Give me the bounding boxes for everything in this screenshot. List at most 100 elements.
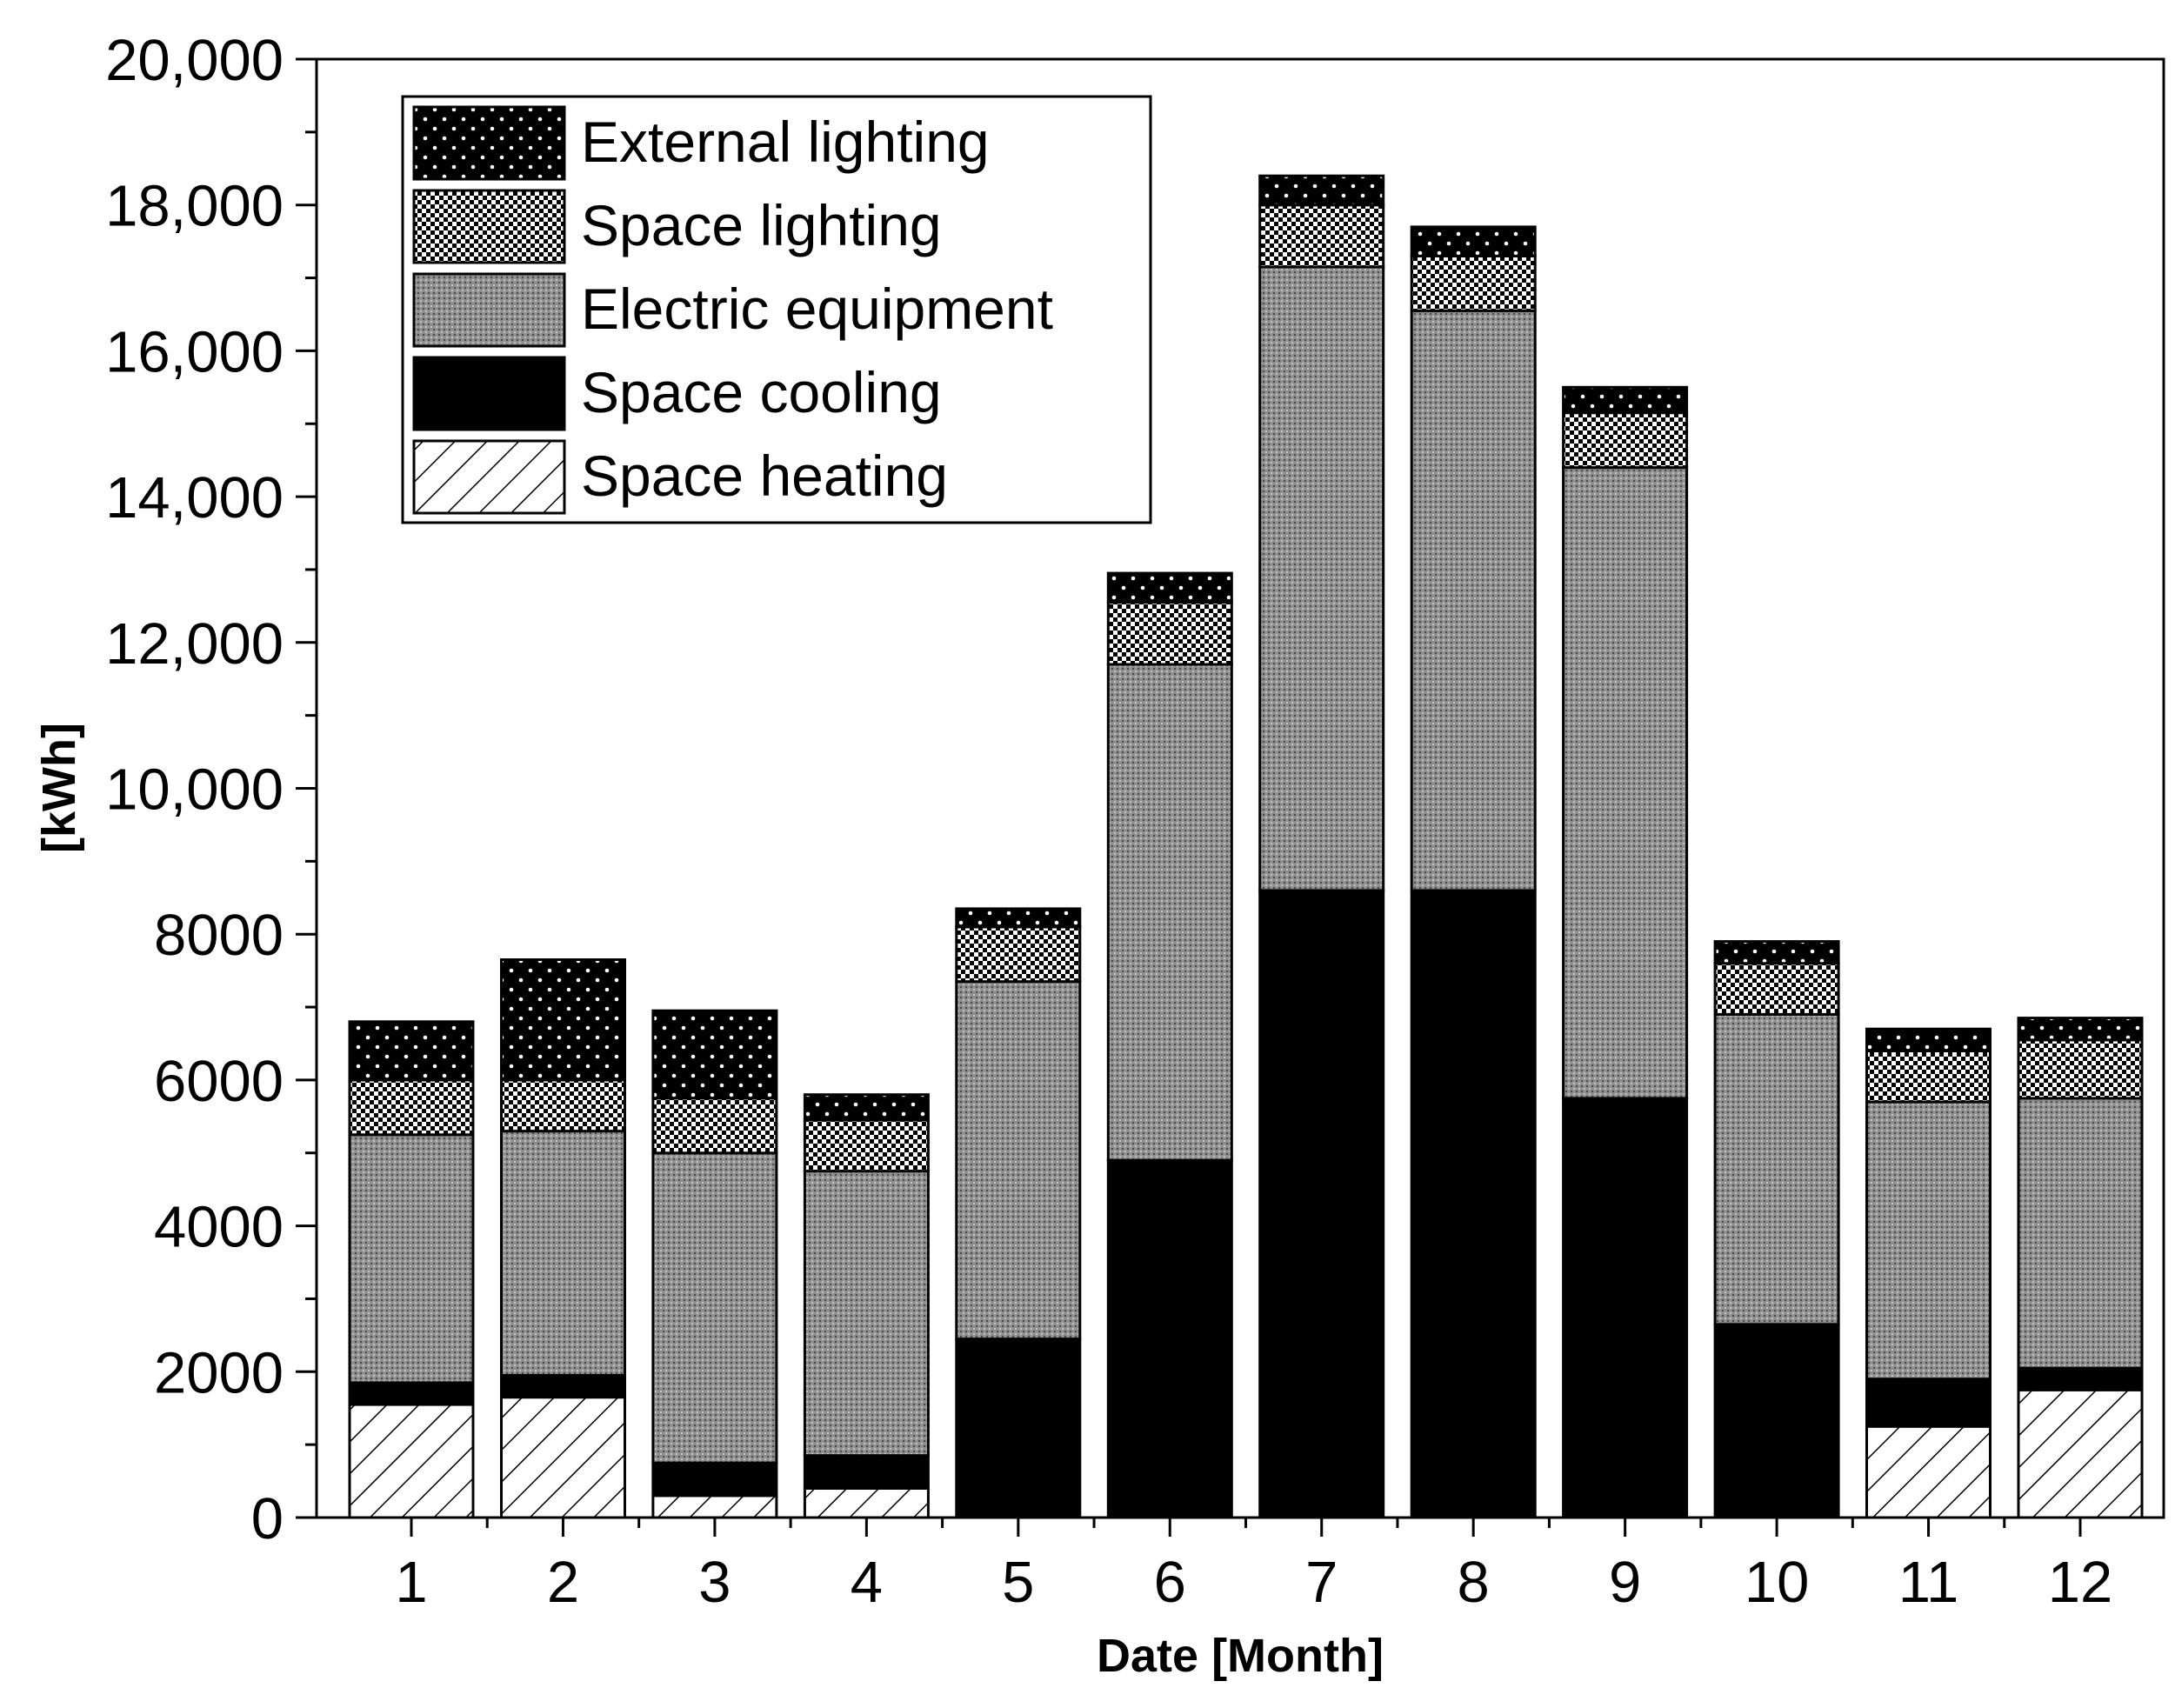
legend-item-space-cooling: Space cooling (412, 356, 942, 431)
x-tick-label: 3 (698, 1550, 731, 1615)
bar-external-lighting-month-9 (1562, 385, 1689, 415)
bar-electric-equipment-month-4 (803, 1170, 930, 1458)
legend-label: Electric equipment (581, 277, 1053, 341)
y-tick-label: 18,000 (105, 174, 284, 239)
bar-space-lighting-month-5 (955, 925, 1082, 984)
bar-electric-equipment-month-9 (1562, 466, 1689, 1100)
legend-label: Space heating (581, 444, 948, 508)
x-tick-label: 4 (851, 1550, 883, 1615)
y-tick-label: 12,000 (105, 611, 284, 677)
bar-external-lighting-month-3 (651, 1009, 778, 1100)
bar-space-heating-month-3 (651, 1494, 778, 1519)
x-tick-label: 5 (1002, 1550, 1034, 1615)
legend-label: External lighting (581, 110, 990, 174)
bar-electric-equipment-month-5 (955, 980, 1082, 1341)
y-tick-label: 0 (251, 1486, 284, 1551)
legend-swatch (412, 356, 566, 431)
bar-space-heating-month-12 (2017, 1388, 2144, 1519)
bar-electric-equipment-month-12 (2017, 1097, 2144, 1370)
legend-swatch (412, 105, 566, 181)
x-tick-label: 6 (1154, 1550, 1186, 1615)
bar-space-cooling-month-7 (1258, 889, 1385, 1519)
legend-item-electric-equipment: Electric equipment (412, 272, 1053, 348)
y-axis-title: [kWh] (33, 723, 85, 853)
bar-space-cooling-month-5 (955, 1338, 1082, 1519)
bar-space-cooling-month-8 (1410, 889, 1537, 1519)
bar-electric-equipment-month-8 (1410, 309, 1537, 892)
x-axis-title: Date [Month] (1097, 1630, 1384, 1682)
x-tick-label: 11 (1898, 1550, 1959, 1615)
bar-space-lighting-month-8 (1410, 254, 1537, 312)
x-tick-label: 2 (547, 1550, 579, 1615)
bar-electric-equipment-month-10 (1713, 1012, 1840, 1326)
bar-electric-equipment-month-1 (348, 1133, 475, 1384)
legend: External lighting Space lighting Electric … (401, 95, 1152, 524)
y-tick-label: 16,000 (105, 319, 284, 384)
bar-space-lighting-month-4 (803, 1118, 930, 1173)
y-axis: 0 2000 4000 6000 8000 10,000 12,000 14,000 16,00… (105, 28, 317, 1551)
bars-layer (348, 174, 2144, 1519)
bar-space-cooling-month-12 (2017, 1366, 2144, 1391)
bar-space-lighting-month-11 (1865, 1049, 1992, 1104)
bar-external-lighting-month-8 (1410, 225, 1537, 257)
bar-external-lighting-month-12 (2017, 1017, 2144, 1042)
bar-electric-equipment-month-11 (1865, 1100, 1992, 1381)
bar-space-cooling-month-1 (348, 1381, 475, 1406)
bar-space-cooling-month-4 (803, 1454, 930, 1490)
x-tick-label: 7 (1305, 1550, 1338, 1615)
bar-space-heating-month-11 (1865, 1424, 1992, 1519)
bar-space-heating-month-2 (500, 1396, 626, 1519)
bar-external-lighting-month-5 (955, 907, 1082, 929)
bar-space-cooling-month-6 (1106, 1158, 1233, 1519)
y-tick-label: 4000 (154, 1195, 284, 1260)
bar-space-lighting-month-9 (1562, 411, 1689, 470)
bar-external-lighting-month-6 (1106, 571, 1233, 604)
bar-electric-equipment-month-3 (651, 1151, 778, 1464)
x-tick-label: 10 (1745, 1550, 1810, 1615)
legend-item-external-lighting: External lighting (412, 105, 990, 181)
bar-external-lighting-month-7 (1258, 174, 1385, 207)
y-tick-label: 8000 (154, 903, 284, 968)
bar-space-cooling-month-3 (651, 1461, 778, 1498)
bar-space-cooling-month-10 (1713, 1323, 1840, 1519)
bar-space-lighting-month-1 (348, 1078, 475, 1137)
legend-label: Space cooling (581, 360, 942, 424)
bar-electric-equipment-month-2 (500, 1130, 626, 1377)
bar-electric-equipment-month-7 (1258, 265, 1385, 892)
x-tick-label: 8 (1458, 1550, 1490, 1615)
bar-external-lighting-month-10 (1713, 940, 1840, 965)
legend-swatch (412, 272, 566, 348)
x-tick-label: 12 (2048, 1550, 2113, 1615)
bar-space-lighting-month-7 (1258, 203, 1385, 269)
legend-item-space-lighting: Space lighting (412, 189, 942, 264)
y-tick-label: 6000 (154, 1049, 284, 1114)
bar-external-lighting-month-4 (803, 1093, 930, 1122)
y-tick-label: 2000 (154, 1340, 284, 1405)
y-tick-label: 10,000 (105, 757, 284, 823)
bar-external-lighting-month-11 (1865, 1027, 1992, 1052)
bar-external-lighting-month-1 (348, 1020, 475, 1082)
bar-space-lighting-month-2 (500, 1078, 626, 1133)
bar-electric-equipment-month-6 (1106, 663, 1233, 1162)
bar-space-lighting-month-3 (651, 1097, 778, 1155)
bar-space-cooling-month-11 (1865, 1378, 1992, 1428)
x-tick-label: 9 (1609, 1550, 1641, 1615)
legend-label: Space lighting (581, 193, 942, 257)
bar-space-heating-month-1 (348, 1403, 475, 1519)
legend-item-space-heating: Space heating (412, 439, 948, 515)
bar-space-lighting-month-10 (1713, 962, 1840, 1016)
y-tick-label: 20,000 (105, 28, 284, 93)
bar-space-heating-month-4 (803, 1487, 930, 1519)
legend-swatch (412, 189, 566, 264)
x-tick-label: 1 (395, 1550, 427, 1615)
legend-swatch (412, 439, 566, 515)
bar-space-cooling-month-2 (500, 1374, 626, 1399)
bar-space-cooling-month-9 (1562, 1097, 1689, 1519)
bar-space-lighting-month-12 (2017, 1038, 2144, 1100)
y-tick-label: 14,000 (105, 465, 284, 530)
x-axis: 1 2 3 4 5 6 7 8 9 10 11 12 (395, 1518, 2112, 1615)
bar-space-lighting-month-6 (1106, 601, 1233, 666)
bar-external-lighting-month-2 (500, 958, 626, 1082)
